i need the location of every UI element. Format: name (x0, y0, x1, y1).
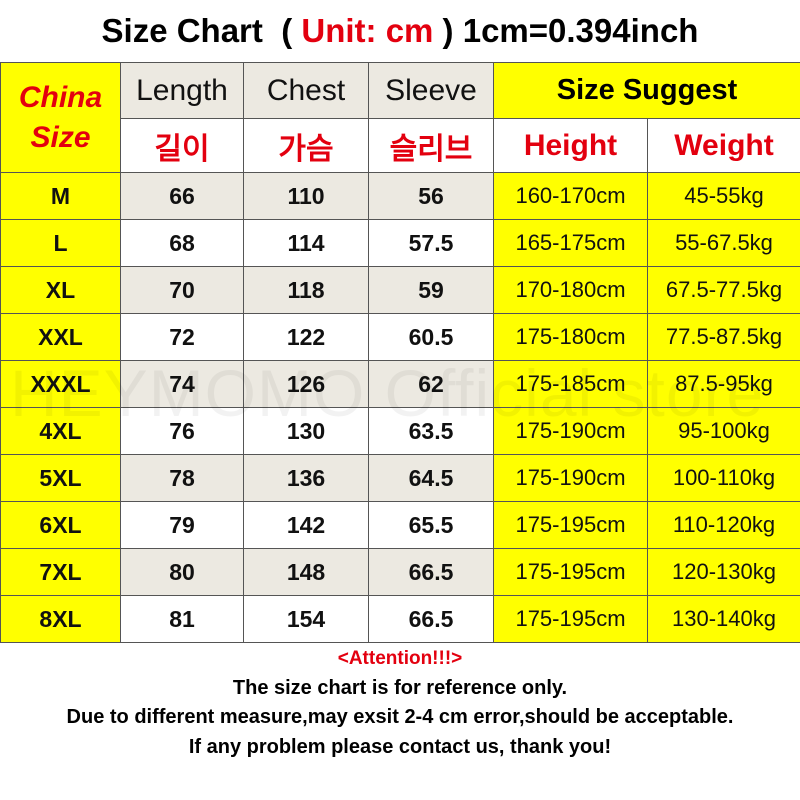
chest-cell: 126 (243, 360, 369, 408)
weight-cell: 77.5-87.5kg (647, 313, 800, 361)
chest-cell: 130 (243, 407, 369, 455)
table-row: 7XL 80 148 66.5 175-195cm 120-130kg (0, 548, 800, 596)
table-row: XXXL 74 126 62 175-185cm 87.5-95kg (0, 360, 800, 408)
table-row: XXL 72 122 60.5 175-180cm 77.5-87.5kg (0, 313, 800, 361)
sleeve-cell: 62 (368, 360, 494, 408)
size-cell: 7XL (0, 548, 121, 596)
size-cell: XXL (0, 313, 121, 361)
table-row: L 68 114 57.5 165-175cm 55-67.5kg (0, 219, 800, 267)
size-table: China Size Length Chest Sleeve Size Sugge… (0, 62, 800, 643)
length-cell: 76 (120, 407, 244, 455)
size-cell: 8XL (0, 595, 121, 643)
sleeve-cell: 66.5 (368, 595, 494, 643)
size-cell: M (0, 172, 121, 220)
table-row: 5XL 78 136 64.5 175-190cm 100-110kg (0, 454, 800, 502)
height-cell: 175-185cm (493, 360, 648, 408)
height-cell: 175-190cm (493, 454, 648, 502)
table-row: XL 70 118 59 170-180cm 67.5-77.5kg (0, 266, 800, 314)
chest-header: Chest (243, 62, 369, 119)
height-cell: 175-180cm (493, 313, 648, 361)
sleeve-cell: 56 (368, 172, 494, 220)
sleeve-cell: 60.5 (368, 313, 494, 361)
size-cell: 6XL (0, 501, 121, 549)
table-row: 4XL 76 130 63.5 175-190cm 95-100kg (0, 407, 800, 455)
height-cell: 160-170cm (493, 172, 648, 220)
height-cell: 165-175cm (493, 219, 648, 267)
table-row: 8XL 81 154 66.5 175-195cm 130-140kg (0, 595, 800, 643)
title-unit: Unit: cm (301, 12, 434, 49)
size-cell: L (0, 219, 121, 267)
weight-cell: 95-100kg (647, 407, 800, 455)
size-cell: 5XL (0, 454, 121, 502)
weight-cell: 120-130kg (647, 548, 800, 596)
size-suggest-header: Size Suggest (493, 62, 800, 119)
chest-cell: 154 (243, 595, 369, 643)
weight-cell: 100-110kg (647, 454, 800, 502)
chest-cell: 114 (243, 219, 369, 267)
chest-cell: 118 (243, 266, 369, 314)
note-line: Due to different measure,may exsit 2-4 c… (66, 706, 734, 728)
weight-cell: 87.5-95kg (647, 360, 800, 408)
sleeve-cell: 57.5 (368, 219, 494, 267)
height-cell: 170-180cm (493, 266, 648, 314)
header-row: China Size Length Chest Sleeve Size Sugge… (0, 62, 800, 173)
size-label: Size (30, 120, 91, 154)
length-cell: 74 (120, 360, 244, 408)
chest-cell: 136 (243, 454, 369, 502)
title-prefix: Size Chart ( (101, 12, 302, 49)
sleeve-cell: 63.5 (368, 407, 494, 455)
height-cell: 175-195cm (493, 501, 648, 549)
sleeve-header: Sleeve (368, 62, 494, 119)
attention-label: <Attention!!!> (337, 648, 463, 669)
size-cell: XL (0, 266, 121, 314)
chart-title: Size Chart ( Unit: cm ) 1cm=0.394inch (0, 0, 800, 62)
length-cell: 68 (120, 219, 244, 267)
chest-cell: 122 (243, 313, 369, 361)
height-cell: 175-195cm (493, 595, 648, 643)
length-cell: 80 (120, 548, 244, 596)
length-header: Length (120, 62, 244, 119)
sleeve-cell: 59 (368, 266, 494, 314)
weight-cell: 110-120kg (647, 501, 800, 549)
weight-cell: 55-67.5kg (647, 219, 800, 267)
chest-cell: 110 (243, 172, 369, 220)
note-line: The size chart is for reference only. (232, 676, 568, 699)
length-header-kr: 길이 (120, 118, 244, 173)
height-cell: 175-195cm (493, 548, 648, 596)
sleeve-cell: 66.5 (368, 548, 494, 596)
size-cell: XXXL (0, 360, 121, 408)
notes: <Attention!!!> The size chart is for ref… (0, 644, 800, 762)
table-row: 6XL 79 142 65.5 175-195cm 110-120kg (0, 501, 800, 549)
note-line: If any problem please contact us, thank … (188, 735, 612, 758)
weight-cell: 67.5-77.5kg (647, 266, 800, 314)
length-cell: 70 (120, 266, 244, 314)
china-size-header: China Size (0, 62, 121, 173)
length-cell: 81 (120, 595, 244, 643)
table-row: M 66 110 56 160-170cm 45-55kg (0, 172, 800, 220)
weight-cell: 45-55kg (647, 172, 800, 220)
weight-cell: 130-140kg (647, 595, 800, 643)
chest-header-kr: 가슴 (243, 118, 369, 173)
chest-cell: 148 (243, 548, 369, 596)
size-cell: 4XL (0, 407, 121, 455)
length-cell: 78 (120, 454, 244, 502)
height-cell: 175-190cm (493, 407, 648, 455)
title-suffix: ) 1cm=0.394inch (433, 12, 699, 49)
chest-cell: 142 (243, 501, 369, 549)
weight-header: Weight (647, 118, 800, 173)
sleeve-cell: 65.5 (368, 501, 494, 549)
length-cell: 72 (120, 313, 244, 361)
height-header: Height (493, 118, 648, 173)
length-cell: 66 (120, 172, 244, 220)
length-cell: 79 (120, 501, 244, 549)
header-row-korean: 길이 가슴 슬리브 Height Weight (1, 118, 800, 173)
china-label: China (18, 80, 103, 114)
sleeve-cell: 64.5 (368, 454, 494, 502)
sleeve-header-kr: 슬리브 (368, 118, 494, 173)
